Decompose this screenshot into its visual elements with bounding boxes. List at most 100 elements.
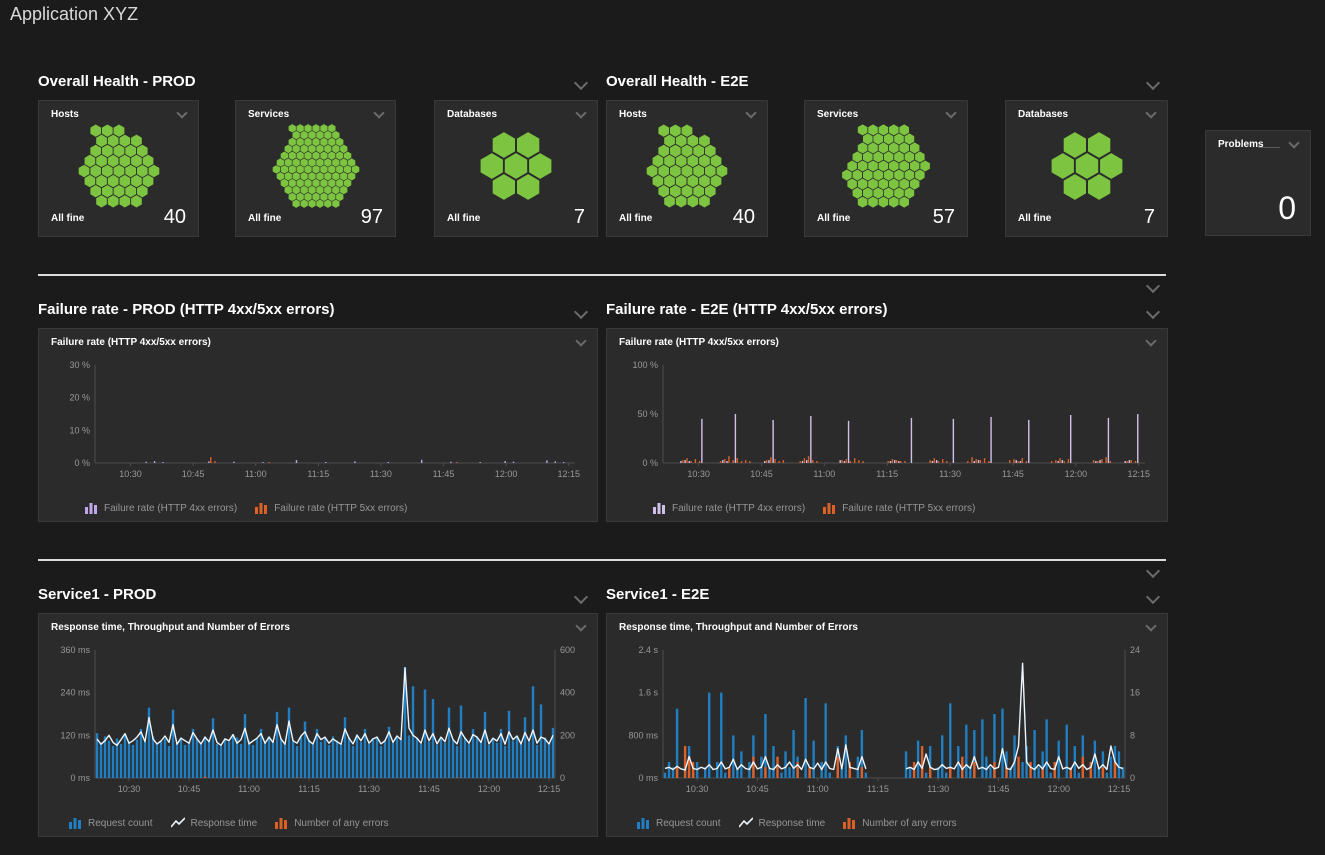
line-chart-icon [171,817,185,829]
legend-item-errors[interactable]: Number of any errors [275,817,388,829]
count-value: 97 [361,206,383,229]
bar-chart-icon [255,502,268,514]
count-value: 40 [733,206,755,229]
section-title-service-e2e: Service1 - E2E [606,586,709,603]
chevron-down-icon[interactable] [945,107,956,118]
chevron-down-icon[interactable] [574,305,588,319]
chevron-down-icon[interactable] [1145,107,1156,118]
legend-item-request-count[interactable]: Request count [69,817,153,829]
chevron-down-icon[interactable] [575,620,586,631]
tile-header: Services [236,101,395,125]
status-label: All fine [248,213,281,224]
legend-item-4xx[interactable]: Failure rate (HTTP 4xx errors) [653,502,805,514]
chevron-down-icon[interactable] [373,107,384,118]
bar-chart-icon [275,817,288,829]
svg-text:10:45: 10:45 [750,469,773,479]
legend-label: Request count [656,818,721,829]
chevron-down-icon[interactable] [176,107,187,118]
svg-text:11:00: 11:00 [813,469,835,479]
svg-text:0 ms: 0 ms [70,773,90,783]
tile-title: Problems [1218,139,1264,150]
failure-e2e-chart[interactable]: 100 %50 %0 %10:3010:4511:0011:1511:3011:… [617,355,1157,489]
tile-title: Hosts [619,109,647,120]
section-title-health-e2e: Overall Health - E2E [606,73,749,90]
health-tile-hosts-e2e[interactable]: Hosts All fine 40 [606,100,768,237]
bar-chart-icon [85,502,98,514]
svg-text:10:30: 10:30 [686,784,709,794]
status-label: All fine [447,213,480,224]
chart-legend: Request count Response time Number of an… [69,817,389,829]
svg-text:0 %: 0 % [74,458,90,468]
status-label: All fine [619,213,652,224]
tile-header: Databases [1006,101,1167,125]
chart-legend: Failure rate (HTTP 4xx errors) Failure r… [85,502,407,514]
health-tile-hosts-prod[interactable]: Hosts All fine 40 [38,100,199,237]
legend-item-response-time[interactable]: Response time [739,817,826,829]
svg-text:20 %: 20 % [69,393,90,403]
bar-chart-icon [637,817,650,829]
svg-text:12:15: 12:15 [557,469,580,479]
chevron-down-icon[interactable] [575,107,586,118]
legend-label: Failure rate (HTTP 5xx errors) [274,503,407,514]
section-divider [38,559,1166,561]
legend-item-response-time[interactable]: Response time [171,817,258,829]
chevron-down-icon[interactable] [574,590,588,604]
failure-prod-chart[interactable]: 30 %20 %10 %0 %10:3010:4511:0011:1511:30… [49,355,587,489]
bar-chart-icon [843,817,856,829]
svg-text:30 %: 30 % [69,360,90,370]
health-tile-services-e2e[interactable]: Services All fine 57 [804,100,968,237]
chevron-down-icon[interactable] [1288,137,1299,148]
tile-title: Services [248,109,289,120]
legend-item-4xx[interactable]: Failure rate (HTTP 4xx errors) [85,502,237,514]
count-value: 7 [574,206,585,229]
problems-tile[interactable]: Problems 0 [1205,130,1311,236]
health-tile-databases-e2e[interactable]: Databases All fine 7 [1005,100,1168,237]
failure-prod-tile[interactable]: Failure rate (HTTP 4xx/5xx errors) 30 %2… [38,328,598,522]
tile-header: Failure rate (HTTP 4xx/5xx errors) [607,329,1167,353]
svg-text:12:15: 12:15 [538,784,561,794]
service-e2e-chart[interactable]: 2.4 s1.6 s800 ms0 ms24168010:3010:4511:0… [617,640,1157,804]
svg-text:11:45: 11:45 [418,784,440,794]
chevron-down-icon[interactable] [1146,76,1160,90]
chevron-down-icon[interactable] [1146,590,1160,604]
service-prod-chart[interactable]: 360 ms240 ms120 ms0 ms600400200010:3010:… [49,640,587,804]
svg-text:11:30: 11:30 [939,469,961,479]
tile-header: Services [805,101,967,125]
svg-text:11:30: 11:30 [370,469,392,479]
legend-label: Failure rate (HTTP 4xx errors) [104,503,237,514]
section-title-failure-e2e: Failure rate - E2E (HTTP 4xx/5xx errors) [606,301,888,318]
svg-text:10:30: 10:30 [119,469,142,479]
chevron-down-icon[interactable] [1145,335,1156,346]
chevron-down-icon[interactable] [574,76,588,90]
tile-header: Response time, Throughput and Number of … [39,614,597,638]
svg-text:8: 8 [1130,730,1135,740]
service-e2e-tile[interactable]: Response time, Throughput and Number of … [606,613,1168,837]
chevron-down-icon[interactable] [745,107,756,118]
tile-title: Response time, Throughput and Number of … [51,622,290,633]
svg-text:11:15: 11:15 [867,784,889,794]
legend-item-errors[interactable]: Number of any errors [843,817,956,829]
svg-text:11:45: 11:45 [988,784,1010,794]
svg-text:16: 16 [1130,688,1140,698]
legend-item-5xx[interactable]: Failure rate (HTTP 5xx errors) [823,502,975,514]
svg-text:600: 600 [560,645,575,655]
tile-title: Failure rate (HTTP 4xx/5xx errors) [619,337,779,348]
chevron-down-icon[interactable] [1146,564,1160,578]
section-title-failure-prod: Failure rate - PROD (HTTP 4xx/5xx errors… [38,301,335,318]
service-prod-tile[interactable]: Response time, Throughput and Number of … [38,613,598,837]
legend-item-5xx[interactable]: Failure rate (HTTP 5xx errors) [255,502,407,514]
svg-text:10:45: 10:45 [178,784,201,794]
chevron-down-icon[interactable] [1146,305,1160,319]
chevron-down-icon[interactable] [1145,620,1156,631]
failure-e2e-tile[interactable]: Failure rate (HTTP 4xx/5xx errors) 100 %… [606,328,1168,522]
svg-text:11:45: 11:45 [433,469,455,479]
chevron-down-icon[interactable] [575,335,586,346]
health-tile-databases-prod[interactable]: Databases All fine 7 [434,100,598,237]
chevron-down-icon[interactable] [1146,279,1160,293]
legend-item-request-count[interactable]: Request count [637,817,721,829]
tile-header: Problems [1206,131,1310,155]
health-tile-services-prod[interactable]: Services All fine 97 [235,100,396,237]
svg-text:10:30: 10:30 [118,784,141,794]
tile-header: Hosts [607,101,767,125]
svg-text:11:15: 11:15 [876,469,898,479]
